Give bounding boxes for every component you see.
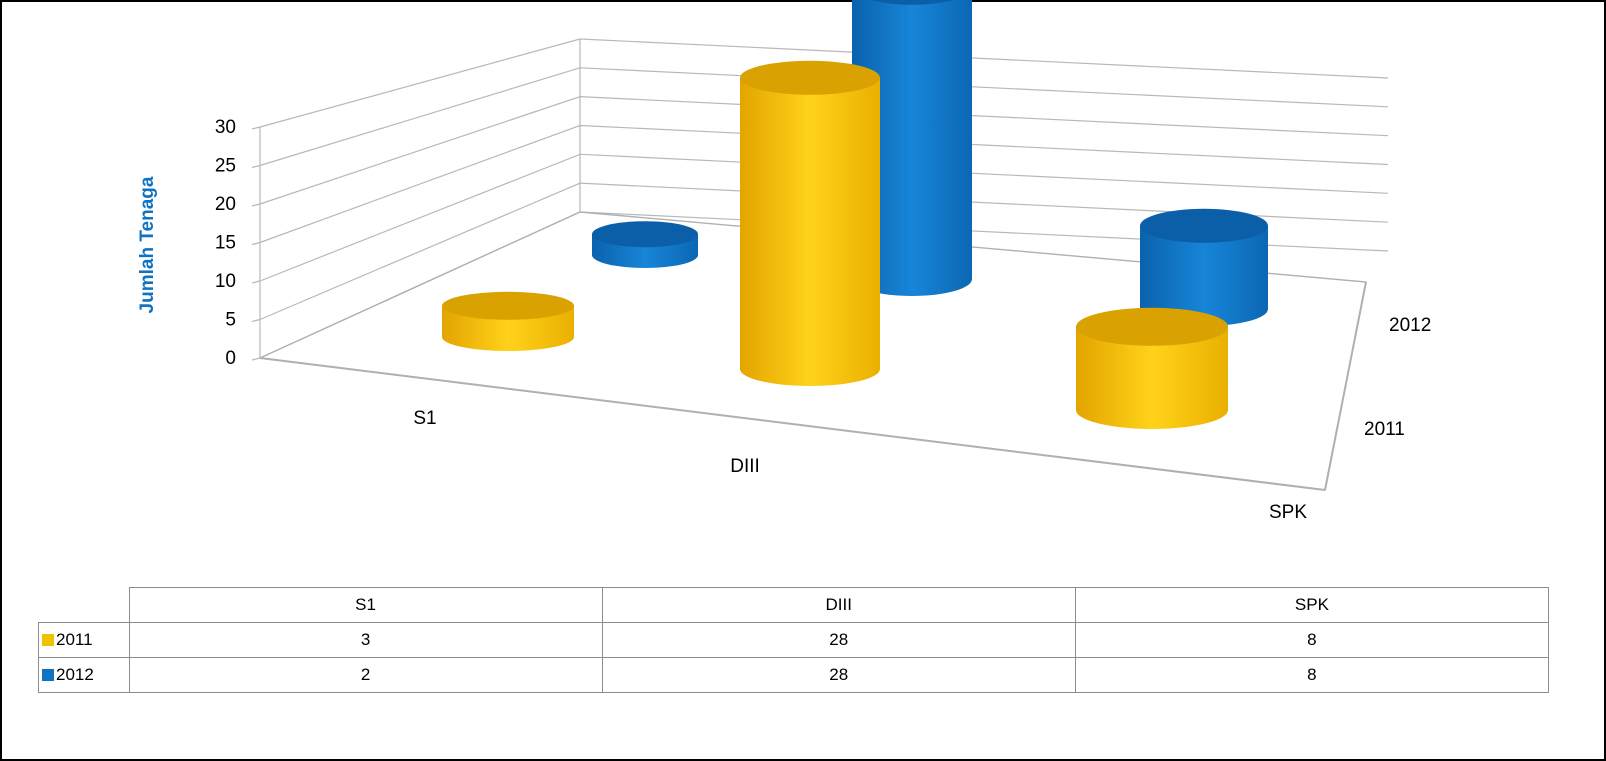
y-tick-label: 0	[225, 348, 236, 369]
bar-series	[442, 0, 1268, 429]
depth-label: 2012	[1389, 315, 1431, 336]
table-header-diii: DIII	[601, 587, 1076, 623]
bar-body	[740, 77, 880, 387]
legend-swatch-2011	[42, 634, 54, 646]
bar-2011-diii	[740, 60, 880, 387]
category-label: S1	[413, 408, 436, 429]
table-header-s1: S1	[128, 587, 603, 623]
table-header-row: S1 DIII SPK	[38, 587, 1550, 623]
y-tick-label: 10	[215, 271, 236, 292]
bar-2012-spk	[1140, 208, 1268, 326]
table-cell: 8	[1074, 657, 1550, 693]
y-tick-label: 20	[215, 194, 236, 215]
table-cell: 2	[128, 657, 603, 693]
bar-top	[592, 221, 698, 248]
table-cell: 28	[601, 657, 1076, 693]
chart-walls	[251, 38, 1389, 491]
y-tick-mark	[251, 318, 261, 323]
table-cell: 28	[601, 622, 1076, 658]
series-key-2011: 2011	[38, 622, 130, 658]
bar-top	[1140, 208, 1268, 243]
table-row: 2011 3 28 8	[38, 622, 1550, 658]
bar-body	[1140, 225, 1268, 326]
bar-body	[1076, 326, 1228, 429]
category-labels: S1 DIII SPK	[413, 408, 1307, 523]
y-tick-mark	[251, 357, 261, 361]
y-axis-ticks: 0 5 10 15 20 25 30	[215, 117, 236, 369]
table-corner	[38, 587, 130, 623]
bar-top	[870, 0, 954, 5]
y-tick-label: 5	[225, 310, 236, 331]
y-tick-mark	[251, 203, 261, 207]
bar-body	[852, 0, 972, 296]
table-row: 2012 2 28 8	[38, 657, 1550, 693]
bar-top	[740, 60, 880, 95]
floor-front-edge	[259, 357, 1326, 491]
series-key-2012: 2012	[38, 657, 130, 693]
category-label: DIII	[730, 456, 760, 477]
table-cell: 8	[1074, 622, 1550, 658]
legend-swatch-2012	[42, 669, 54, 681]
bar-2012-s1	[592, 221, 698, 268]
y-tick-mark	[251, 126, 261, 130]
bar-2011-s1	[442, 291, 574, 351]
floor-right-edge	[1324, 281, 1367, 491]
y-tick-label: 30	[215, 117, 236, 138]
y-tick-label: 25	[215, 156, 236, 177]
data-table: S1 DIII SPK 2011 3 28 8 2012 2 28 8	[38, 587, 1550, 693]
category-label: SPK	[1269, 502, 1307, 523]
y-tick-label: 15	[215, 233, 236, 254]
bar-top	[442, 291, 574, 320]
y-axis-title: Jumlah Tenaga	[137, 176, 158, 314]
bar-2011-spk	[1076, 307, 1228, 429]
y-tick-mark	[251, 241, 261, 246]
table-cell: 3	[128, 622, 603, 658]
table-header-spk: SPK	[1074, 587, 1550, 623]
y-tick-mark	[251, 164, 261, 169]
y-tick-mark	[251, 280, 261, 284]
depth-labels: 2012 2011	[1364, 315, 1431, 440]
bar-2012-diii	[852, 0, 972, 296]
bar-top	[1076, 307, 1228, 346]
depth-label: 2011	[1364, 419, 1405, 440]
